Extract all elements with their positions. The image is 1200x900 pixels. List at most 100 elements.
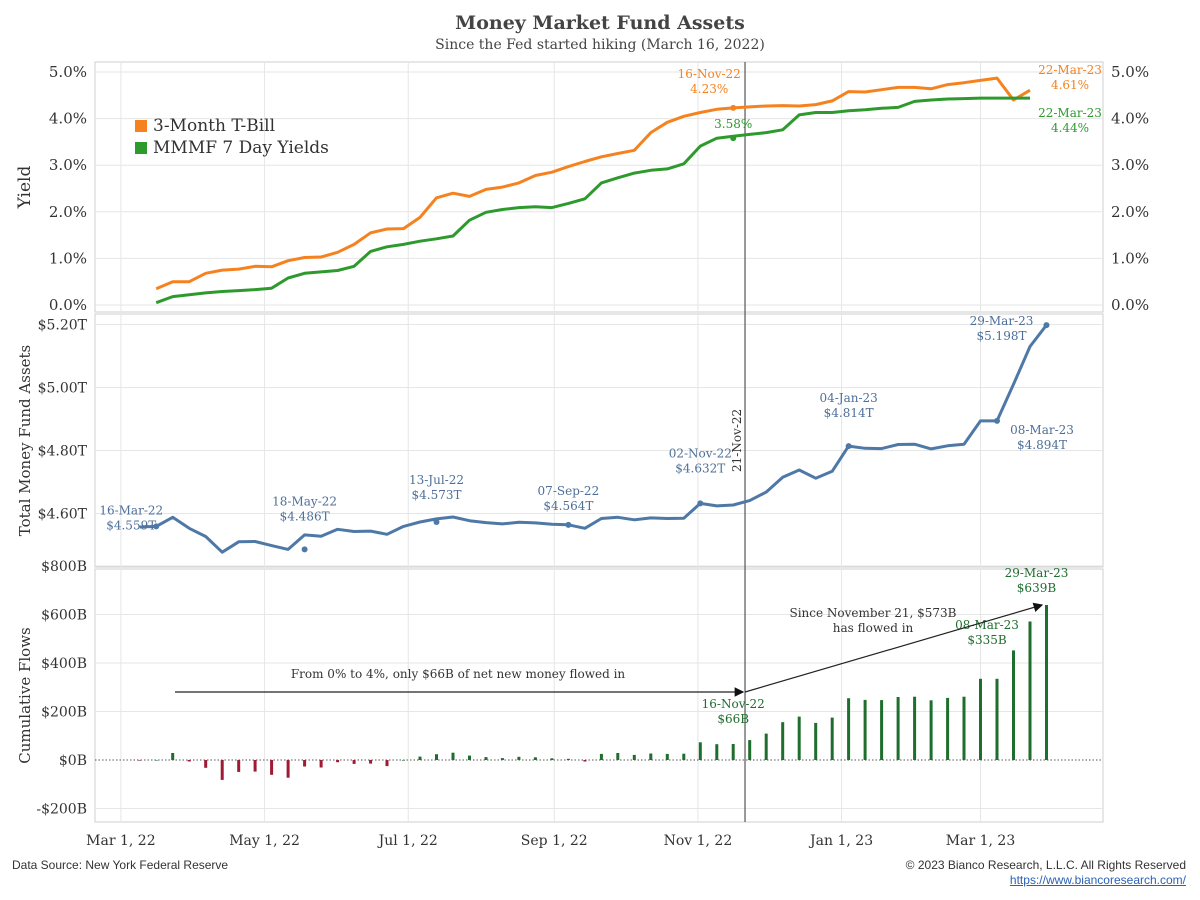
tbill-annotation: 4.61% — [1051, 78, 1089, 92]
yield-tick-label-left: 2.0% — [49, 203, 87, 221]
flow-bar — [517, 756, 521, 760]
flow-bar — [1012, 650, 1015, 760]
flow-bar — [698, 742, 702, 760]
flow-bar — [599, 753, 603, 760]
flow-bar — [995, 678, 999, 760]
assets-annotation: 29-Mar-23 — [970, 314, 1034, 328]
yield-tick-label-right: 3.0% — [1111, 156, 1149, 174]
flow-bar — [319, 760, 323, 768]
x-tick-label: Jan 1, 23 — [808, 833, 873, 849]
flows-note-post: has flowed in — [833, 621, 914, 635]
flow-bar — [237, 760, 241, 772]
assets-annotation: 08-Mar-23 — [1010, 423, 1074, 437]
assets-tick-label: $5.20T — [38, 318, 88, 334]
flow-bar — [468, 755, 471, 760]
chart-subtitle: Since the Fed started hiking (March 16, … — [435, 37, 765, 53]
event-vline-label: 21-Nov-22 — [730, 409, 744, 472]
flow-bar — [929, 700, 933, 760]
assets-annotation: $5.198T — [976, 329, 1026, 343]
flow-bar — [1028, 621, 1032, 760]
legend-swatch-mmmf — [135, 142, 147, 154]
yield-tick-label-left: 4.0% — [49, 110, 87, 128]
tbill-line — [155, 76, 1031, 291]
flow-bar — [830, 717, 834, 760]
x-tick-label: Mar 1, 23 — [946, 833, 1015, 849]
assets-annotation: 13-Jul-22 — [409, 473, 464, 487]
assets-annotation: 18-May-22 — [272, 494, 337, 508]
flow-bar — [880, 700, 884, 760]
flow-bar — [550, 758, 554, 760]
flow-bar — [863, 699, 867, 760]
assets-tick-label: $4.80T — [38, 444, 88, 460]
panel-frames — [94, 61, 1104, 823]
tbill-annotation: 22-Mar-23 — [1038, 63, 1102, 77]
x-tick-label: Sep 1, 22 — [521, 833, 588, 849]
yield-tick-label-right: 4.0% — [1111, 110, 1149, 128]
website-link[interactable]: https://www.biancoresearch.com/ — [1009, 873, 1186, 887]
flow-bar — [336, 760, 340, 763]
flow-bar — [632, 754, 636, 760]
flows-tick-label: $400B — [41, 656, 87, 672]
assets-annotation: $4.486T — [280, 509, 330, 523]
flow-bar — [566, 758, 570, 760]
flow-arrow-post — [744, 602, 1044, 693]
yield-annotation-dot — [730, 104, 737, 111]
x-tick-label: May 1, 22 — [229, 833, 300, 849]
assets-annotation-dot — [565, 521, 572, 528]
assets-annotation: 16-Mar-22 — [99, 503, 163, 517]
flows-note-post: Since November 21, $573B — [790, 606, 957, 620]
flow-bar — [220, 760, 224, 780]
x-tick-label: Mar 1, 22 — [86, 833, 155, 849]
flows-tick-label: -$200B — [36, 802, 87, 818]
yield-tick-label-right: 0.0% — [1111, 296, 1149, 314]
assets-tick-label: $5.00T — [38, 381, 88, 397]
yield-tick-label-right: 2.0% — [1111, 203, 1149, 221]
flows-tick-label: $600B — [41, 608, 87, 624]
yield-tick-label-left: 3.0% — [49, 156, 87, 174]
flow-bar — [402, 760, 405, 761]
flow-bar — [583, 760, 587, 762]
flows-tick-label: $0B — [59, 753, 87, 769]
flow-bar — [847, 698, 851, 760]
flow-bar — [204, 760, 208, 768]
yield-annotation-dot — [730, 135, 737, 142]
assets-annotation: $4.559T — [106, 518, 156, 532]
footer-right: © 2023 Bianco Research, L.L.C. All Right… — [906, 858, 1186, 887]
flow-bar — [814, 722, 818, 760]
flows-annotation: 29-Mar-23 — [1005, 566, 1069, 580]
flow-bar — [715, 744, 719, 760]
flows-annotation: 16-Nov-22 — [702, 697, 765, 711]
assets-annotation: $4.632T — [675, 461, 725, 475]
yield-tick-label-right: 5.0% — [1111, 63, 1149, 81]
flow-bar — [731, 744, 735, 760]
yield-tick-label-right: 1.0% — [1111, 249, 1149, 267]
assets-annotation-dot — [994, 417, 1001, 424]
flow-bar — [369, 760, 373, 764]
yield-axis-title: Yield — [15, 166, 35, 210]
chart-title: Money Market Fund Assets — [455, 12, 745, 34]
flow-bar — [435, 754, 438, 760]
flows-axis-title: Cumulative Flows — [16, 627, 34, 763]
flows-annotation: 08-Mar-23 — [955, 618, 1019, 632]
assets-annotation-dot — [433, 519, 440, 526]
assets-annotation-dot — [845, 443, 852, 450]
flow-bar — [484, 757, 488, 760]
flow-bar — [533, 757, 537, 760]
yield-tick-label-left: 0.0% — [49, 296, 87, 314]
flow-bar — [270, 760, 274, 775]
flow-bar — [286, 760, 290, 778]
flows-note-pre: From 0% to 4%, only $66B of net new mone… — [291, 667, 626, 681]
legend-label-mmmf: MMMF 7 Day Yields — [153, 138, 329, 158]
assets-tick-label: $4.60T — [38, 507, 88, 523]
flow-bar — [451, 752, 455, 760]
assets-annotation: 02-Nov-22 — [669, 446, 732, 460]
flow-bar — [896, 697, 900, 760]
assets-annotation: $4.814T — [824, 406, 874, 420]
mmmf-annotation: 22-Mar-23 — [1038, 106, 1102, 120]
tbill-annotation: 4.23% — [690, 82, 728, 96]
flow-bar — [187, 760, 191, 762]
assets-annotation: 07-Sep-22 — [538, 484, 600, 498]
flow-bar — [979, 678, 982, 760]
panel-assets-frame — [94, 313, 1104, 568]
